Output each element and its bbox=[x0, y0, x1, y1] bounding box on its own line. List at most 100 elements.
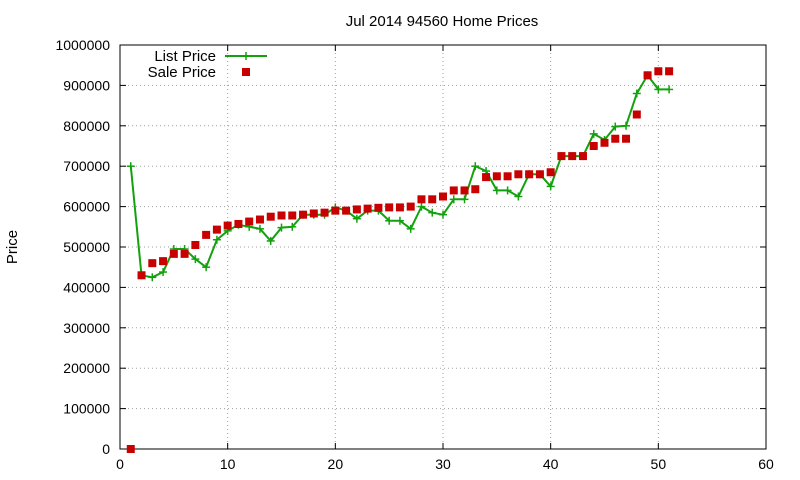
data-point bbox=[277, 223, 286, 232]
data-point bbox=[611, 122, 620, 131]
x-tick-label: 30 bbox=[435, 456, 451, 472]
data-point bbox=[385, 216, 394, 225]
data-point bbox=[449, 186, 458, 195]
data-point bbox=[288, 222, 297, 231]
data-point bbox=[471, 162, 480, 171]
data-point bbox=[245, 217, 254, 226]
y-tick-label: 900000 bbox=[63, 77, 110, 93]
legend-marker-sale-price bbox=[242, 68, 250, 76]
data-point bbox=[374, 203, 383, 212]
data-point bbox=[180, 249, 189, 258]
y-tick-label: 700000 bbox=[63, 158, 110, 174]
data-point bbox=[568, 152, 577, 161]
data-point bbox=[622, 121, 631, 130]
data-point bbox=[331, 206, 340, 215]
x-tick-label: 10 bbox=[220, 456, 236, 472]
data-point bbox=[266, 236, 275, 245]
data-point bbox=[439, 192, 447, 201]
y-tick-label: 600000 bbox=[63, 199, 110, 215]
y-tick-label: 800000 bbox=[63, 118, 110, 134]
legend-marker-list-price bbox=[242, 52, 250, 60]
data-point bbox=[439, 210, 447, 219]
grid bbox=[120, 45, 766, 449]
data-point bbox=[546, 182, 555, 191]
data-point bbox=[191, 255, 200, 264]
data-point bbox=[212, 225, 221, 234]
data-point bbox=[212, 235, 221, 244]
data-point bbox=[395, 216, 404, 225]
legend-label-sale-price: Sale Price bbox=[148, 64, 216, 81]
y-tick-label: 500000 bbox=[63, 239, 110, 255]
data-point bbox=[654, 67, 663, 76]
data-point bbox=[148, 259, 157, 268]
y-tick-label: 400000 bbox=[63, 279, 110, 295]
data-point bbox=[277, 211, 286, 220]
data-point bbox=[137, 271, 146, 280]
data-point bbox=[514, 192, 523, 201]
data-point bbox=[525, 170, 534, 179]
chart-title: Jul 2014 94560 Home Prices bbox=[346, 13, 539, 30]
data-point bbox=[589, 129, 598, 138]
data-point bbox=[395, 203, 404, 212]
y-tick-label: 200000 bbox=[63, 360, 110, 376]
data-point bbox=[126, 445, 135, 453]
x-tick-label: 20 bbox=[328, 456, 344, 472]
data-point bbox=[342, 206, 351, 215]
data-point bbox=[234, 219, 243, 228]
tick-labels: 0 10 20 30 40 50 60 0 100000 200000 300000 400000 50… bbox=[55, 37, 774, 472]
data-point bbox=[288, 211, 297, 220]
data-point bbox=[266, 212, 275, 221]
data-point bbox=[299, 210, 308, 219]
data-point bbox=[460, 195, 469, 204]
y-axis-label: Price bbox=[4, 230, 21, 264]
data-point bbox=[352, 205, 361, 214]
data-point bbox=[578, 152, 587, 161]
data-point bbox=[503, 186, 512, 195]
data-point bbox=[665, 67, 674, 76]
data-point bbox=[223, 221, 232, 230]
data-point bbox=[191, 240, 200, 249]
data-point bbox=[589, 142, 598, 150]
data-point bbox=[535, 170, 544, 179]
data-point bbox=[428, 195, 437, 204]
data-point bbox=[159, 257, 168, 266]
data-point bbox=[643, 71, 652, 80]
data-point bbox=[492, 172, 501, 181]
y-tick-label: 100000 bbox=[63, 401, 110, 417]
data-point bbox=[126, 162, 135, 171]
series-1 bbox=[126, 67, 674, 453]
data-point bbox=[148, 273, 157, 282]
data-point bbox=[202, 230, 211, 239]
data-point bbox=[611, 134, 620, 143]
series bbox=[126, 67, 674, 453]
data-point bbox=[255, 215, 264, 224]
data-point bbox=[503, 172, 512, 181]
y-tick-label: 300000 bbox=[63, 320, 110, 336]
data-point bbox=[557, 152, 566, 161]
data-point bbox=[352, 214, 361, 223]
data-point bbox=[622, 134, 631, 143]
series-0 bbox=[126, 71, 674, 282]
data-point bbox=[600, 138, 609, 147]
data-point bbox=[654, 85, 663, 94]
data-point bbox=[632, 89, 641, 98]
data-point bbox=[417, 195, 426, 204]
legend: List Price Sale Price bbox=[148, 48, 267, 81]
data-point bbox=[492, 186, 501, 195]
data-point bbox=[309, 209, 318, 218]
x-tick-label: 0 bbox=[116, 456, 124, 472]
data-point bbox=[546, 168, 555, 177]
plot-frame bbox=[119, 44, 767, 450]
data-point bbox=[169, 249, 178, 258]
data-point bbox=[385, 203, 394, 212]
x-tick-label: 40 bbox=[543, 456, 559, 472]
data-point bbox=[320, 208, 329, 217]
data-point bbox=[159, 268, 168, 277]
data-point bbox=[428, 208, 437, 217]
axes bbox=[119, 44, 767, 450]
y-tick-label: 0 bbox=[102, 441, 110, 457]
data-point bbox=[406, 224, 415, 233]
data-point bbox=[406, 202, 415, 211]
data-point bbox=[514, 170, 523, 179]
